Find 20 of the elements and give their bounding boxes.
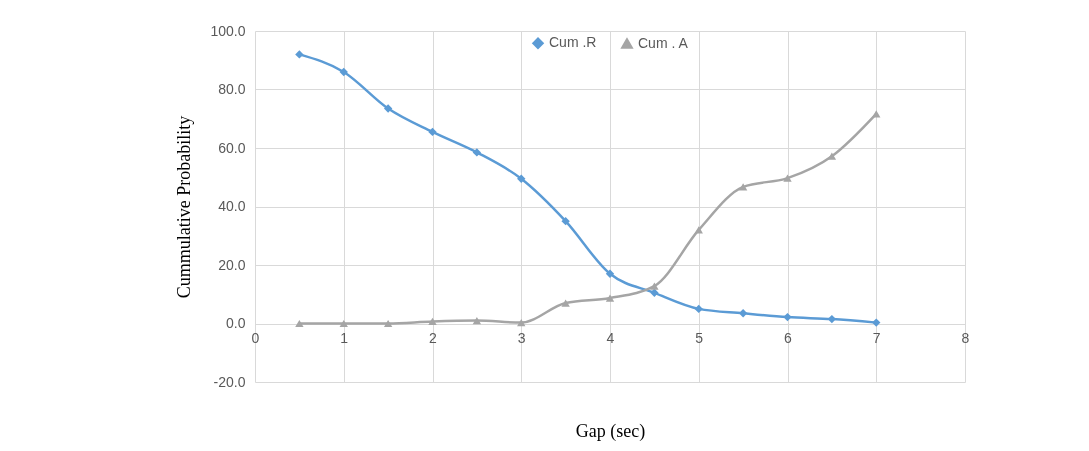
x-axis-title: Gap (sec) [575, 420, 646, 442]
x-tick-label: 5 [695, 330, 704, 346]
x-tick-label: 1 [340, 330, 349, 346]
x-tick-label: 6 [784, 330, 793, 346]
legend-label: Cum .R [549, 34, 597, 51]
y-tick-label: 60.0 [218, 139, 246, 156]
y-tick-label: 0.0 [226, 315, 246, 331]
y-tick-label: -20.0 [213, 373, 246, 390]
y-tick-label: 40.0 [218, 198, 246, 214]
y-axis-title: Cummulative Probability [174, 115, 195, 299]
x-tick-label: 4 [606, 330, 615, 346]
x-tick-label: 7 [872, 330, 881, 346]
y-tick-label: 20.0 [218, 256, 246, 273]
y-tick-label: 100.0 [210, 22, 246, 39]
x-tick-label: 3 [517, 330, 526, 346]
x-tick-label: 8 [961, 330, 970, 346]
x-tick-label: 0 [251, 330, 260, 346]
x-tick-label: 2 [429, 330, 438, 346]
y-tick-label: 80.0 [218, 81, 246, 97]
legend-label: Cum . A [638, 34, 689, 51]
